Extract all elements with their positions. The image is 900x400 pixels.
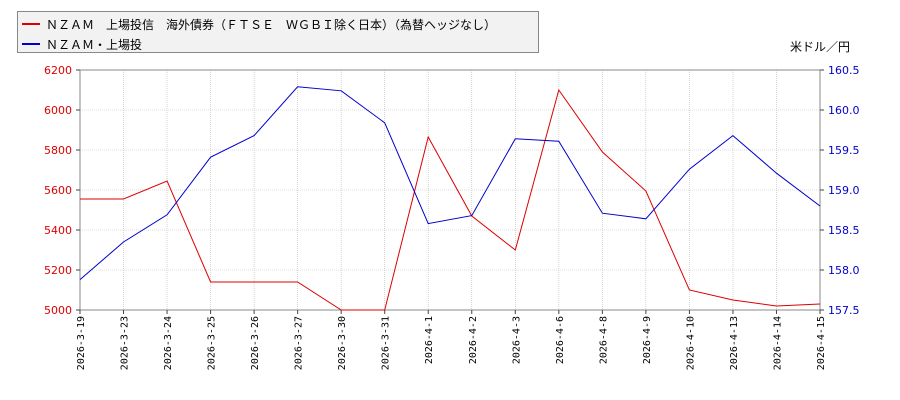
y-right-tick-label: 158.5: [828, 224, 860, 237]
series-line-2: [79, 86, 821, 280]
legend-label-series2: ＮＺＡＭ・上場投: [46, 37, 143, 52]
x-tick-label: 2026-4-13: [729, 316, 740, 370]
legend-swatch-series1: [22, 23, 40, 25]
x-tick-label: 2026-4-2: [468, 316, 479, 364]
y-left-tick-label: 5800: [44, 144, 72, 157]
x-tick-label: 2026-4-10: [685, 316, 696, 370]
y-left-tick-label: 5600: [44, 184, 72, 197]
x-tick-label: 2026-3-30: [337, 316, 348, 370]
y-left-tick-label: 6000: [44, 104, 72, 117]
y-right-tick-label: 157.5: [828, 304, 860, 317]
legend-swatch-series2: [22, 43, 40, 45]
x-tick-label: 2026-4-6: [555, 316, 566, 364]
x-tick-label: 2026-3-23: [120, 316, 131, 370]
y-right-tick-label: 160.5: [828, 64, 860, 77]
x-tick-label: 2026-3-19: [76, 316, 87, 370]
series-lines: [79, 86, 821, 311]
grid: [79, 69, 821, 311]
y-right-tick-label: 158.0: [828, 264, 860, 277]
y-right-tick-label: 159.0: [828, 184, 860, 197]
legend-item-series2: ＮＺＡＭ・上場投: [22, 36, 142, 52]
legend: ＮＺＡＭ 上場投信 海外債券（ＦＴＳＥ ＷＧＢＩ除く日本）（為替ヘッジなし） Ｎ…: [17, 11, 539, 53]
x-tick-label: 2026-4-15: [816, 316, 827, 370]
x-tick-label: 2026-4-1: [424, 316, 435, 364]
x-tick-label: 2026-4-14: [772, 316, 783, 370]
x-tick-label: 2026-3-25: [207, 316, 218, 370]
x-tick-label: 2026-4-9: [642, 316, 653, 364]
x-tick-label: 2026-3-31: [381, 316, 392, 370]
x-tick-label: 2026-3-27: [294, 316, 305, 370]
x-tick-label: 2026-4-3: [511, 316, 522, 364]
y-right-tick-label: 159.5: [828, 144, 860, 157]
series-line-1: [80, 88, 821, 311]
x-tick-label: 2026-4-8: [598, 316, 609, 364]
y-left-tick-label: 6200: [44, 64, 72, 77]
axes: 5000 5200 5400 5600 5800 6000 6200 157.5 158.0 15…: [44, 64, 860, 370]
y-left-tick-label: 5400: [44, 224, 72, 237]
legend-label-series1: ＮＺＡＭ 上場投信 海外債券（ＦＴＳＥ ＷＧＢＩ除く日本）（為替ヘッジなし）: [46, 17, 497, 32]
x-tick-label: 2026-3-26: [250, 316, 261, 370]
y-left-tick-label: 5200: [44, 264, 72, 277]
y-right-tick-label: 160.0: [828, 104, 860, 117]
x-tick-label: 2026-3-24: [163, 316, 174, 370]
y-left-tick-label: 5000: [44, 304, 72, 317]
legend-item-series1: ＮＺＡＭ 上場投信 海外債券（ＦＴＳＥ ＷＧＢＩ除く日本）（為替ヘッジなし）: [22, 16, 496, 32]
right-unit-label: 米ドル／円: [789, 40, 850, 54]
